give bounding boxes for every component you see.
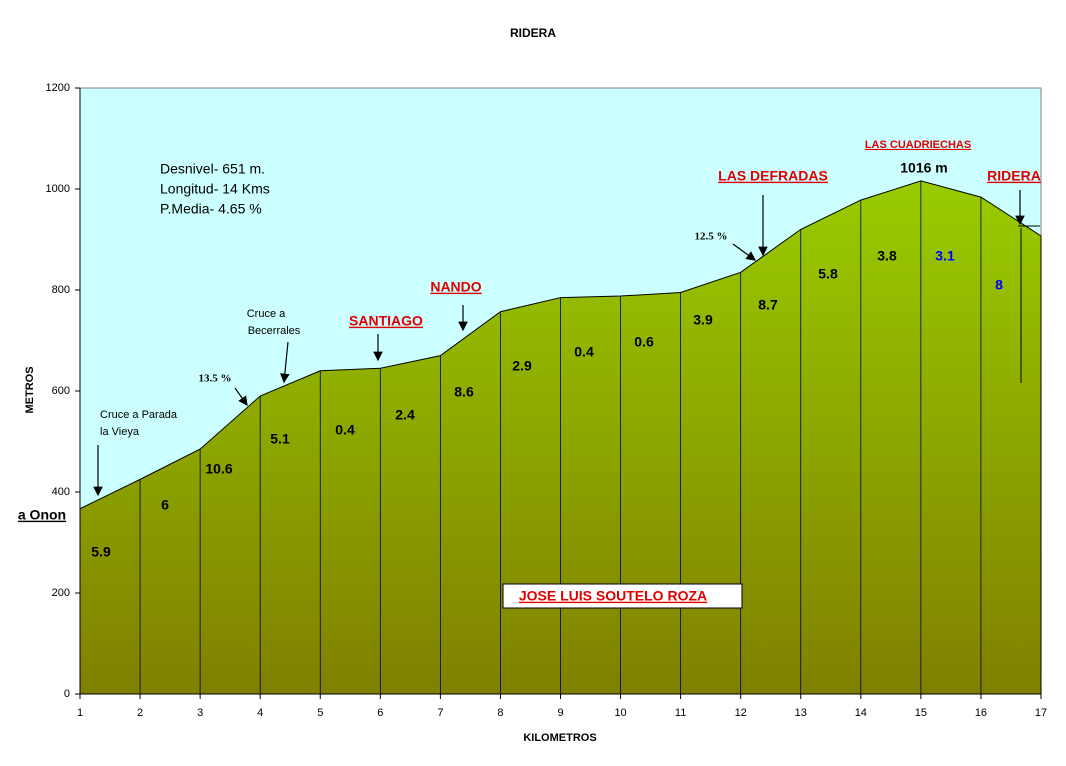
note: Cruce a: [247, 308, 286, 320]
segment-label: 5.9: [91, 544, 111, 560]
x-tick-label: 7: [437, 707, 443, 719]
x-tick-label: 1: [77, 707, 83, 719]
x-tick-label: 11: [675, 707, 686, 719]
segment-label: 5.8: [818, 266, 838, 282]
arrow: [732, 243, 756, 261]
x-tick-label: 12: [735, 707, 747, 719]
x-tick-label: 4: [257, 707, 263, 719]
info-text: Desnivel- 651 m.: [160, 161, 265, 177]
segment-label: 3.1: [935, 248, 955, 264]
y-tick-label: 200: [52, 587, 70, 599]
x-tick-label: 8: [497, 707, 503, 719]
start-label: a Onon: [18, 507, 66, 523]
info-text: P.Media- 4.65 %: [160, 201, 262, 217]
x-axis-title: KILOMETROS: [523, 732, 596, 744]
y-tick-label: 800: [52, 284, 70, 296]
y-axis-title: METROS: [24, 366, 36, 413]
peak-label: 1016 m: [900, 160, 947, 176]
x-tick-label: 15: [915, 707, 927, 719]
segment-label: 6: [161, 497, 169, 513]
y-tick-label: 0: [64, 688, 70, 700]
segment-label: 0.4: [574, 344, 594, 360]
segment-label: 2.4: [395, 407, 415, 423]
y-tick-label: 400: [52, 486, 70, 498]
segment-label: 2.9: [512, 358, 532, 374]
note: Cruce a Parada: [100, 409, 178, 421]
segment-label: 0.4: [335, 422, 355, 438]
x-tick-label: 3: [197, 707, 203, 719]
grade-note: 13.5 %: [199, 373, 232, 385]
author-label: JOSE LUIS SOUTELO ROZA: [519, 588, 707, 604]
x-tick-label: 13: [795, 707, 807, 719]
segment-label: 10.6: [205, 461, 232, 477]
x-tick-label: 2: [137, 707, 143, 719]
segment-label: 3.9: [693, 312, 713, 328]
place-label: LAS CUADRIECHAS: [865, 139, 971, 151]
x-tick-label: 9: [557, 707, 563, 719]
x-tick-label: 6: [377, 707, 383, 719]
segment-label: 0.6: [634, 334, 654, 350]
x-tick-label: 17: [1035, 707, 1047, 719]
arrow: [280, 341, 290, 384]
author-box: [502, 583, 743, 609]
place-label: NANDO: [430, 279, 481, 295]
segment-label: 8.7: [758, 297, 778, 313]
y-tick-label: 1000: [46, 183, 70, 195]
segment-label: 8: [995, 277, 1003, 293]
x-tick-label: 5: [317, 707, 323, 719]
x-tick-label: 16: [975, 707, 987, 719]
segment-label: 8.6: [454, 384, 474, 400]
note: Becerrales: [248, 325, 301, 337]
chart-title: RIDERA: [510, 26, 556, 40]
place-label: LAS DEFRADAS: [718, 168, 828, 184]
x-tick-label: 10: [614, 707, 626, 719]
place-label: SANTIAGO: [349, 313, 423, 329]
arrow: [234, 387, 248, 406]
x-tick-label: 14: [855, 707, 867, 719]
place-label: RIDERA: [987, 168, 1041, 184]
y-tick-label: 1200: [46, 82, 70, 94]
segment-label: 5.1: [270, 431, 290, 447]
info-text: Longitud- 14 Kms: [160, 181, 270, 197]
y-tick-label: 600: [52, 385, 70, 397]
note: la Vieya: [100, 426, 140, 438]
segment-label: 3.8: [877, 248, 897, 264]
grade-note: 12.5 %: [695, 231, 728, 243]
